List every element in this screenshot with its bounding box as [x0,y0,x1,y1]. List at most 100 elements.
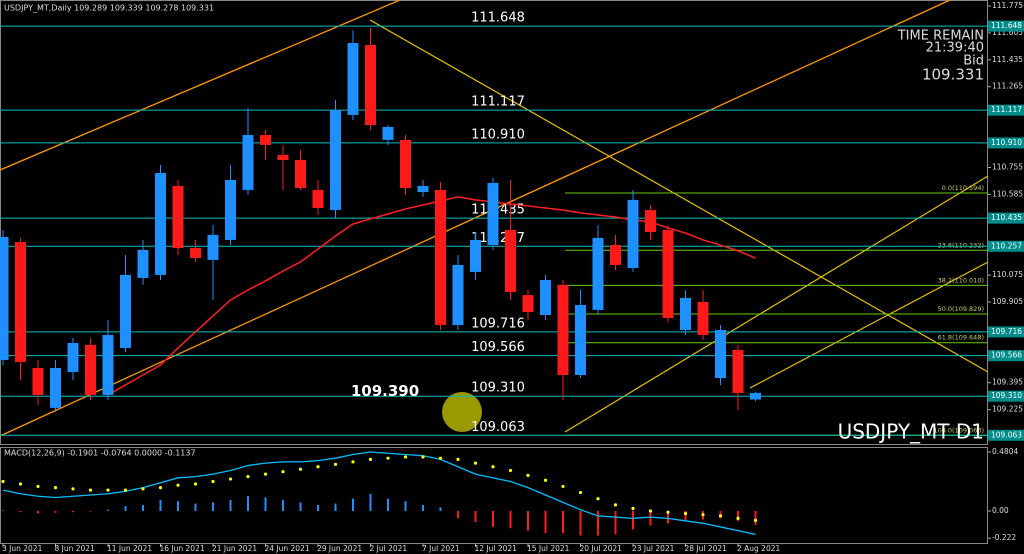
trend-line [749,261,989,389]
signal-dot [88,488,93,492]
signal-dot [1,479,5,484]
candle-body [155,173,166,275]
candle-body [610,245,621,265]
level-axis-label: 109.716 [991,327,1022,336]
level-axis-label: 110.435 [991,213,1022,222]
fib-label: 0.0(110.594) [942,184,984,192]
histogram-bar [422,504,424,511]
level-label: 111.117 [471,95,525,110]
x-tick-label: 23 Jul 2021 [632,544,675,553]
level-axis-label: 109.063 [991,430,1022,439]
histogram-bar [509,510,512,529]
x-tick-label: 21 Jun 2021 [212,544,257,553]
level-axis-label: 110.910 [991,138,1022,147]
histogram-bar [177,501,179,511]
histogram-bar [667,510,669,524]
histogram-bar [229,499,232,511]
signal-dot [316,465,320,469]
signal-dot [246,474,250,479]
histogram-bar [579,510,582,536]
signal-dot [298,467,303,471]
histogram-bar [404,501,407,511]
time-label: TIME REMAIN [897,29,984,44]
signal-dot [613,503,618,507]
signal-dot [596,497,600,501]
signal-dot [648,509,653,513]
candle-body [102,334,114,395]
signal-dot [526,473,530,477]
candle-body [120,274,131,348]
annotation: 109.390 [351,382,419,400]
candle-body [715,330,726,378]
level-axis-box [988,212,1024,224]
x-tick-label: 3 Jun 2021 [2,544,43,553]
signal-dot [736,516,740,520]
candle-body [295,160,306,189]
marker-circle [442,392,482,432]
histogram-bar [54,510,57,513]
signal-dot [158,486,163,490]
candle-body [382,126,394,140]
histogram-bar [19,510,22,513]
y-tick-label: 110.075 [992,270,1023,279]
signal-dot [281,470,285,474]
x-tick-label: 2 Aug 2021 [737,544,780,553]
candle-body [242,135,254,190]
level-label: 109.310 [471,381,525,396]
x-tick-label: 20 Jul 2021 [580,544,623,553]
candle-body [400,139,411,189]
candle-body [732,349,744,394]
fib-label: 50.0(109.829) [938,305,984,313]
histogram-bar [597,510,599,536]
candle-body [330,110,341,211]
fib-label: 100.0(109.063) [933,426,984,434]
watermark: USDJPY_MT D1 [838,420,984,444]
candle-body [85,344,96,395]
fib-label: 38.2(110.010) [938,276,984,284]
signal-dot [106,488,110,492]
candle-body [697,302,709,335]
y-tick-label: 110.585 [992,189,1023,198]
histogram-bar [89,510,92,512]
candle-body [277,154,289,161]
candle-body [627,199,639,268]
signal-dot [368,457,373,462]
candle-body [365,44,376,126]
signal-dot [543,478,548,482]
level-label: 111.648 [471,11,525,26]
signal-dot [211,479,215,484]
signal-dot [666,510,670,514]
histogram-bar [369,493,372,511]
y-tick-label: 111.435 [992,55,1023,64]
candle-body [417,185,429,193]
signal-dot [578,490,583,495]
candle-body [347,43,359,115]
level-axis-label: 111.117 [991,105,1022,114]
candle-body [137,249,149,278]
y-tick-label: 110.755 [992,162,1023,171]
histogram-bar [142,504,144,511]
candle-body [470,239,481,272]
main-frame [0,0,988,445]
candle-body [662,229,674,319]
candle-body [260,135,271,145]
candle-body [50,368,61,408]
trend-line [369,19,989,373]
time-value: 21:39:40 [926,41,984,56]
signal-dot [491,465,495,469]
candle-body [540,280,551,315]
x-tick-label: 11 Jun 2021 [107,544,152,553]
signal-dot [71,487,75,491]
level-axis-label: 109.566 [991,351,1022,360]
candle-body [522,295,534,312]
candle-body [505,229,516,293]
histogram-bar [2,510,4,511]
histogram-bar [614,510,617,535]
signal-dot [141,487,145,491]
level-axis-box [988,350,1024,362]
fib-label: 23.6(110.232) [938,241,984,249]
candle-body [172,185,184,249]
x-tick-label: 16 Jun 2021 [160,544,205,553]
histogram-bar [37,510,39,514]
